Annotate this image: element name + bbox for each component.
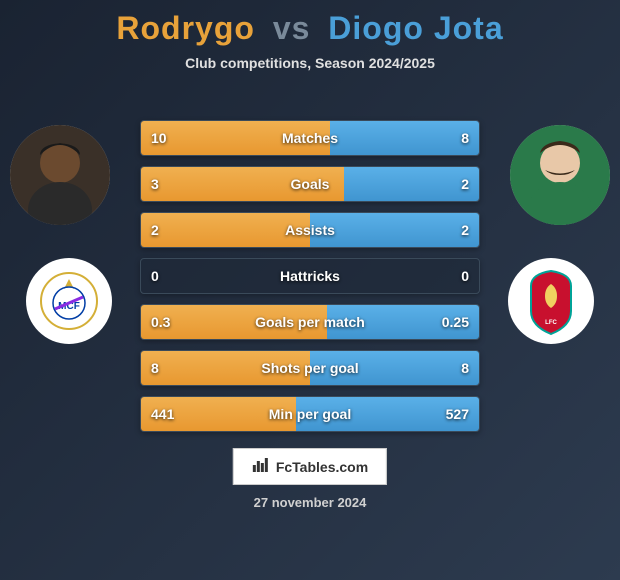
avatar-placeholder-icon <box>510 125 610 225</box>
real-madrid-crest-icon: MCF <box>39 271 99 331</box>
stat-row: 441527Min per goal <box>140 396 480 432</box>
stats-container: 108Matches 32Goals 22Assists 00Hattricks 0.3… <box>140 120 480 442</box>
stat-row: 00Hattricks <box>140 258 480 294</box>
stat-label: Hattricks <box>141 268 479 284</box>
stat-label: Goals per match <box>141 314 479 330</box>
stat-label: Shots per goal <box>141 360 479 376</box>
liverpool-crest-icon: LFC <box>521 266 581 336</box>
player2-photo <box>510 125 610 225</box>
stat-label: Goals <box>141 176 479 192</box>
player2-club-logo: LFC <box>508 258 594 344</box>
footer-date: 27 november 2024 <box>0 495 620 510</box>
vs-text: vs <box>273 10 311 46</box>
brand-badge: FcTables.com <box>233 448 387 485</box>
player1-name: Rodrygo <box>116 10 255 46</box>
stat-row: 0.30.25Goals per match <box>140 304 480 340</box>
player1-photo <box>10 125 110 225</box>
player1-club-logo: MCF <box>26 258 112 344</box>
player2-name: Diogo Jota <box>328 10 503 46</box>
stat-label: Matches <box>141 130 479 146</box>
brand-text: FcTables.com <box>276 459 368 475</box>
comparison-title: Rodrygo vs Diogo Jota <box>0 10 620 47</box>
avatar-placeholder-icon <box>10 125 110 225</box>
stat-row: 32Goals <box>140 166 480 202</box>
stat-row: 22Assists <box>140 212 480 248</box>
stat-row: 108Matches <box>140 120 480 156</box>
stat-label: Min per goal <box>141 406 479 422</box>
chart-icon <box>252 455 270 478</box>
subtitle: Club competitions, Season 2024/2025 <box>0 55 620 71</box>
stat-row: 88Shots per goal <box>140 350 480 386</box>
header: Rodrygo vs Diogo Jota Club competitions,… <box>0 0 620 71</box>
svg-text:LFC: LFC <box>545 320 557 326</box>
stat-label: Assists <box>141 222 479 238</box>
